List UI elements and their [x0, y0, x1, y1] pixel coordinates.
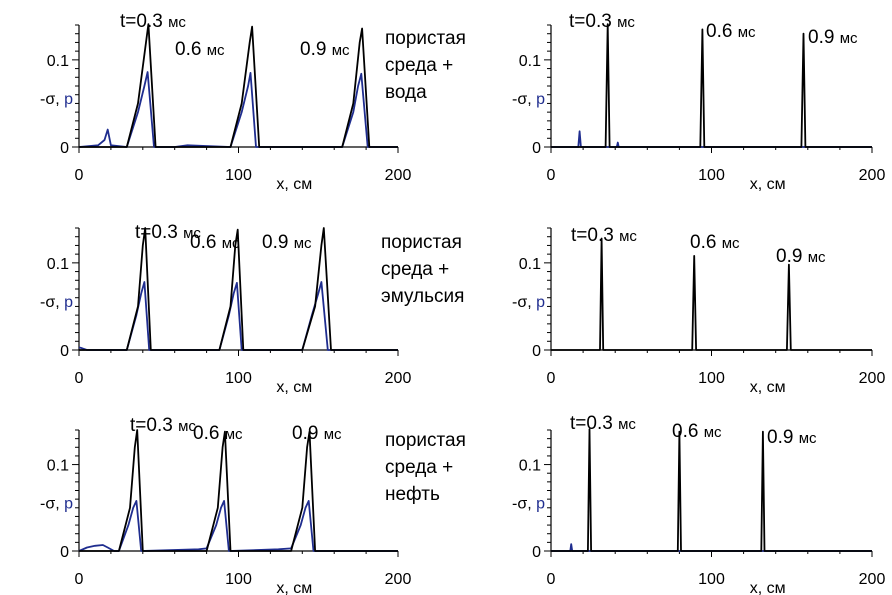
x-tick-label: 200 [859, 167, 886, 184]
y-tick-label: 0.1 [519, 256, 541, 273]
x-tick-label: 200 [385, 370, 412, 387]
x-tick-label: 0 [75, 571, 84, 588]
medium-label-line: нефть [385, 484, 440, 505]
pressure-series [551, 130, 872, 148]
medium-label-line: эмульсия [381, 286, 464, 307]
x-axis-label: x, см [750, 176, 786, 193]
medium-label-emulsion: пористая среда + эмульсия [381, 232, 464, 307]
y-tick-label: 0.1 [47, 256, 69, 273]
time-annotation: t=0.3 мс [130, 415, 196, 436]
x-tick-label: 200 [859, 571, 886, 588]
y-tick-label: 0 [532, 343, 541, 360]
medium-label-line: пористая [385, 28, 466, 49]
x-tick-label: 100 [225, 370, 252, 387]
time-annotation: 0.9 мс [776, 246, 826, 267]
medium-label-line: пористая [385, 430, 466, 451]
y-tick-label: 0.1 [47, 53, 69, 70]
x-tick-label: 100 [698, 370, 725, 387]
y-tick-label: 0 [532, 544, 541, 561]
y-tick-label: 0.1 [519, 458, 541, 475]
time-annotation: t=0.3 мс [120, 11, 186, 32]
time-annotation: 0.6 мс [672, 421, 722, 442]
time-annotation: 0.9 мс [767, 427, 817, 448]
stress-series [79, 227, 398, 351]
medium-label-line: вода [385, 82, 427, 103]
x-tick-label: 0 [75, 167, 84, 184]
medium-label-line: среда + [385, 457, 453, 478]
pressure-series [551, 543, 872, 552]
chart-panel-4: 0 100 200 0 0.1 x, см -σ, p t=0.3 мс 0.6 мс 0.9 м… [512, 225, 885, 396]
x-axis-label: x, см [276, 176, 312, 193]
x-tick-label: 0 [547, 370, 556, 387]
medium-label-oil: пористая среда + нефть [385, 430, 466, 505]
time-annotation: 0.6 мс [193, 423, 243, 444]
x-axis-label: x, см [750, 379, 786, 396]
y-tick-label: 0 [60, 343, 69, 360]
chart-panel-6: 0 100 200 0 0.1 x, см -σ, p t=0.3 мс 0.6 мс 0.9 м… [512, 413, 885, 595]
time-annotation: 0.6 мс [175, 39, 225, 60]
y-axis-label: -σ, p [512, 495, 545, 512]
time-annotation: 0.6 мс [190, 232, 240, 253]
y-axis-label: -σ, p [512, 294, 545, 311]
y-axis-label: -σ, p [512, 91, 545, 108]
x-tick-label: 0 [75, 370, 84, 387]
y-tick-label: 0 [532, 140, 541, 157]
x-tick-label: 0 [547, 571, 556, 588]
y-axis-label: -σ, p [40, 294, 73, 311]
time-annotation: 0.6 мс [706, 21, 756, 42]
time-annotation: 0.9 мс [300, 39, 350, 60]
x-tick-label: 100 [225, 571, 252, 588]
time-annotation: t=0.3 мс [570, 413, 636, 434]
medium-label-line: пористая [381, 232, 462, 253]
stress-series [79, 429, 398, 552]
stress-series [551, 428, 872, 552]
x-tick-label: 0 [547, 167, 556, 184]
y-tick-label: 0 [60, 544, 69, 561]
chart-panel-3: 0 100 200 0 0.1 x, см -σ, p t=0.3 мс0.6 мс 0.9 м… [40, 222, 411, 396]
time-annotation: t=0.3 мс [135, 222, 201, 243]
time-annotation: 0.9 мс [292, 423, 342, 444]
x-axis-label: x, см [276, 580, 312, 595]
x-tick-label: 200 [385, 167, 412, 184]
time-annotation: 0.9 мс [808, 27, 858, 48]
x-tick-label: 100 [698, 571, 725, 588]
time-annotation: t=0.3 мс [569, 11, 635, 32]
x-tick-label: 200 [385, 571, 412, 588]
x-tick-label: 100 [225, 167, 252, 184]
chart-panel-5: 0 100 200 0 0.1 x, см -σ, p t=0.3 мс0.6 мс 0.9 м… [40, 415, 411, 595]
pressure-series [78, 71, 398, 148]
x-tick-label: 100 [698, 167, 725, 184]
time-annotation: t=0.3 мс [571, 225, 637, 246]
medium-label-line: среда + [385, 55, 453, 76]
medium-label-line: среда + [381, 259, 449, 280]
y-tick-label: 0 [60, 140, 69, 157]
x-tick-label: 200 [859, 370, 886, 387]
medium-label-water: пористая среда + вода [385, 28, 466, 103]
y-tick-label: 0.1 [519, 53, 541, 70]
time-annotation: 0.6 мс [690, 232, 740, 253]
y-tick-label: 0.1 [47, 458, 69, 475]
x-axis-label: x, см [276, 379, 312, 396]
x-axis-label: x, см [750, 580, 786, 595]
chart-panel-2: 0 100 200 0 0.1 x, см -σ, p t=0.3 мс 0.6 мс 0.9 м… [512, 11, 885, 193]
y-axis-label: -σ, p [40, 495, 73, 512]
pressure-series [78, 281, 398, 351]
stress-series [551, 237, 872, 351]
pressure-series [78, 499, 398, 552]
stress-series [551, 23, 872, 148]
y-axis-label: -σ, p [40, 91, 73, 108]
stress-series [79, 23, 398, 148]
time-annotation: 0.9 мс [262, 232, 312, 253]
chart-panel-1: 0 100 200 0 0.1 x, см -σ, p t=0.3 мс 0.6 мс 0.9 м… [40, 11, 411, 193]
